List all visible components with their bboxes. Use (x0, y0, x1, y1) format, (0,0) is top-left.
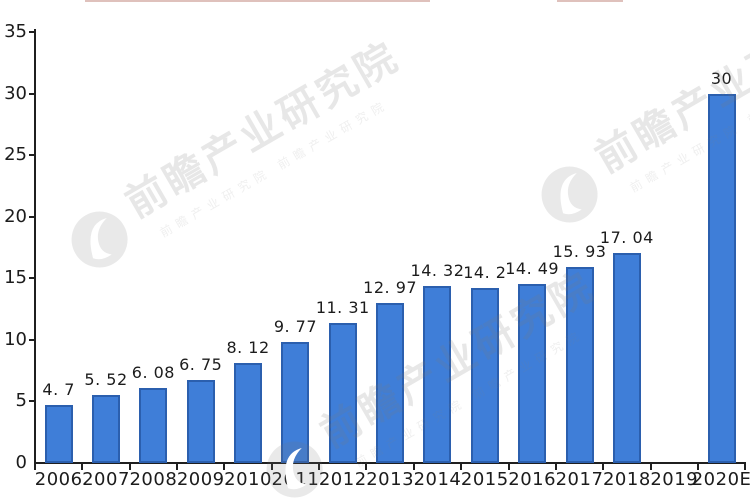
qianzhan-logo-watermark-icon (541, 166, 598, 223)
bar-value-label: 11. 31 (315, 298, 370, 318)
bar-value-label: 14. 49 (505, 259, 560, 279)
y-axis-label: 35 (4, 21, 27, 42)
bar-value-label: 15. 93 (552, 241, 607, 261)
bar-value-label: 9. 77 (273, 317, 318, 337)
y-axis-tick (29, 338, 35, 341)
bar-2017 (565, 266, 594, 463)
bar-2015 (470, 287, 499, 463)
x-axis-label: 2016 (508, 469, 557, 490)
bar-value-label: 6. 75 (179, 354, 223, 374)
x-axis-label: 2008 (129, 469, 178, 490)
bar-2012 (328, 323, 357, 463)
x-axis-label: 2017 (555, 469, 604, 490)
x-axis-label: 2013 (366, 469, 415, 490)
watermark: 前瞻产业研究院 前瞻产业研究院 前瞻产业研究院 (58, 33, 419, 283)
x-axis-label: 2007 (82, 469, 130, 490)
x-axis-line (34, 462, 746, 464)
x-axis-tick (649, 464, 652, 470)
x-axis-tick (223, 464, 226, 470)
x-axis-label: 2010 (224, 469, 272, 490)
x-axis-tick (602, 464, 605, 470)
x-axis-tick (507, 464, 510, 470)
watermark-subtext: 前瞻产业研究院 前瞻产业研究院 (157, 97, 392, 241)
bar-2013 (376, 303, 405, 463)
bar-2011 (281, 342, 310, 463)
qianzhan-logo-watermark-icon (71, 211, 128, 268)
x-axis-tick (696, 464, 699, 470)
bar-value-label: 5. 52 (84, 369, 128, 389)
x-axis-tick (744, 464, 747, 470)
bar-value-label: 17. 04 (599, 227, 654, 247)
bar-value-label: 30 (710, 68, 733, 88)
x-axis-tick (176, 464, 179, 470)
bar-value-label: 14. 2 (463, 262, 507, 282)
x-axis-tick (34, 464, 36, 470)
bar-2006 (44, 404, 73, 463)
cutoff-title-artifact (85, 0, 430, 2)
bar-value-label: 4. 7 (42, 379, 75, 399)
x-axis-tick (318, 464, 321, 470)
x-axis-label: 2006 (34, 469, 83, 490)
y-axis-tick (29, 277, 35, 280)
bar-2007 (92, 394, 121, 463)
watermark-text: 前瞻产业研究院 (117, 33, 408, 228)
y-axis-label: 10 (4, 328, 27, 350)
y-axis-label: 0 (15, 451, 27, 473)
x-axis-tick (81, 464, 84, 470)
bar-value-label: 8. 12 (226, 337, 270, 357)
x-axis-label: 2014 (413, 469, 462, 490)
y-axis-label: 20 (4, 205, 27, 227)
x-axis-label: 2009 (176, 469, 225, 490)
bar-2010 (234, 362, 263, 463)
y-axis-tick (29, 400, 35, 403)
x-axis-label: 2019 (650, 469, 699, 490)
y-axis-label: 30 (4, 82, 27, 104)
y-axis-label: 25 (4, 144, 27, 166)
x-axis-tick (554, 464, 557, 470)
x-axis-tick (128, 464, 131, 470)
x-axis-tick (270, 464, 273, 470)
bar-2014 (423, 286, 452, 463)
x-axis-tick (365, 464, 368, 470)
bar-2008 (139, 387, 168, 463)
bar-2016 (518, 284, 547, 463)
y-axis-label: 5 (15, 390, 27, 412)
bar-value-label: 14. 32 (410, 261, 465, 281)
x-axis-tick (460, 464, 463, 470)
y-axis-tick (29, 92, 35, 95)
bar-2009 (186, 379, 215, 463)
x-axis-label: 2018 (602, 469, 651, 490)
y-axis-label: 15 (4, 267, 27, 289)
cutoff-title-artifact (557, 0, 623, 2)
x-axis-label: 2020E (691, 469, 750, 490)
bar-value-label: 6. 08 (131, 362, 175, 382)
y-axis-tick (29, 215, 35, 218)
bar-2018 (612, 252, 641, 463)
x-axis-label: 2012 (318, 469, 367, 490)
x-axis-label: 2015 (460, 469, 509, 490)
y-axis-tick (29, 154, 35, 157)
bar-value-label: 12. 97 (363, 278, 418, 298)
bar-2020E (707, 93, 736, 463)
y-axis-tick (29, 31, 35, 33)
x-axis-tick (412, 464, 415, 470)
y-axis-line (34, 29, 36, 464)
